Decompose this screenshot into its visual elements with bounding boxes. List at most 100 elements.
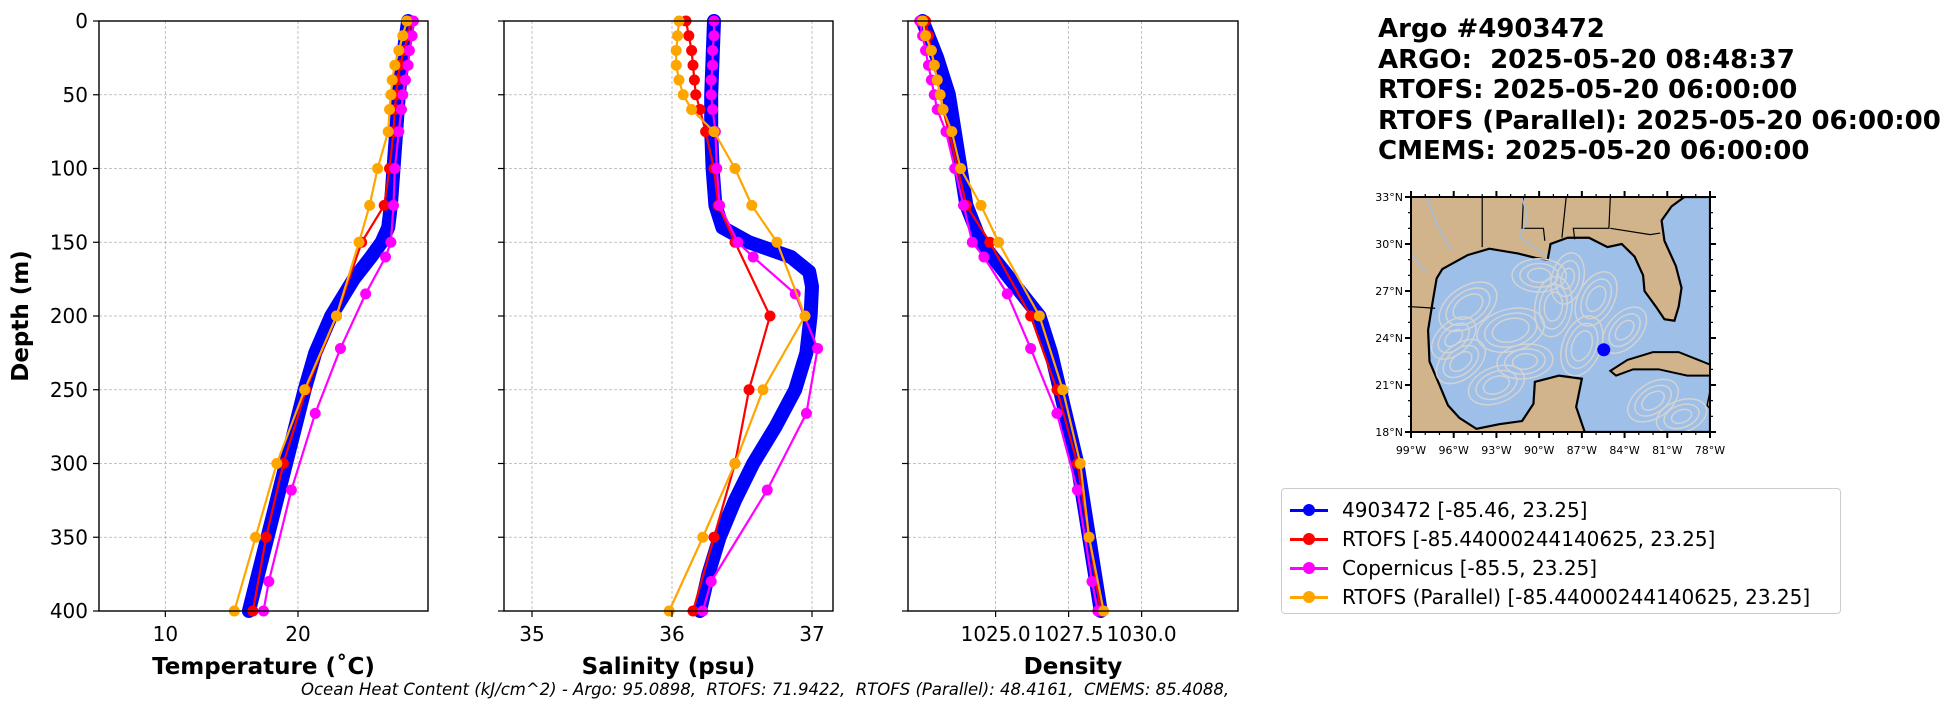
data-point-rtofs-parallel (1074, 458, 1086, 469)
data-point-copernicus (385, 236, 397, 248)
data-point-copernicus (406, 30, 418, 42)
y-tick-label: 100 (50, 157, 88, 181)
data-point-rtofs-parallel (937, 104, 949, 115)
current-swirl (1438, 281, 1498, 333)
data-point-rtofs-parallel (382, 126, 394, 138)
data-point-rtofs-parallel (934, 89, 946, 101)
map-lon-label: 87°W (1567, 444, 1597, 457)
map-lat-label: 30°N (1375, 238, 1403, 251)
x-tick-label: 37 (799, 622, 824, 646)
data-point-copernicus (714, 199, 726, 211)
x-tick-label: 10 (153, 622, 178, 646)
legend-item-copernicus: Copernicus [-85.5, 23.25] (1290, 553, 1832, 582)
data-point-rtofs-parallel (928, 59, 940, 71)
data-point-rtofs (743, 384, 755, 396)
data-point-rtofs-parallel (975, 199, 987, 211)
current-swirl (1570, 330, 1594, 362)
legend: 4903472 [-85.46, 23.25] RTOFS [-85.44000… (1281, 488, 1841, 614)
legend-swatch-copernicus (1290, 558, 1328, 578)
series-line-rtofs (684, 19, 772, 613)
data-point-copernicus (360, 288, 372, 300)
river (1518, 197, 1547, 256)
data-point-rtofs-parallel (670, 45, 682, 56)
data-point-rtofs (260, 531, 272, 543)
data-point-copernicus (334, 342, 346, 354)
axes-frame (98, 20, 429, 612)
ocean (1426, 197, 1710, 432)
data-point-rtofs (378, 199, 390, 211)
series-line-rtofs-parallel (233, 19, 408, 613)
map-lon-label: 93°W (1481, 444, 1511, 457)
current-swirl (1430, 316, 1477, 360)
argo-time: ARGO: 2025-05-20 08:48:37 (1378, 44, 1795, 75)
current-swirl (1641, 390, 1665, 411)
x-tick-label: 1030.0 (1107, 622, 1177, 646)
series-line-rtofs (251, 19, 412, 613)
x-axis-label: Density (1024, 654, 1123, 680)
y-axis-label: Depth (m) (8, 250, 34, 382)
data-point-rtofs-parallel (384, 104, 396, 115)
data-point-rtofs-parallel (708, 126, 720, 138)
data-point-rtofs-parallel (729, 458, 741, 469)
data-point-rtofs-parallel (1057, 384, 1069, 396)
current-swirl (1496, 343, 1554, 380)
y-tick-label: 150 (50, 230, 88, 254)
current-swirl (1452, 293, 1484, 321)
current-swirl (1634, 384, 1673, 417)
data-point-copernicus (732, 236, 744, 248)
x-tick-label: 35 (519, 622, 544, 646)
data-point-rtofs-parallel (299, 384, 311, 396)
data-point-copernicus (399, 74, 411, 86)
map-lon-label: 84°W (1609, 444, 1639, 457)
x-axis-label: Salinity (psu) (582, 654, 756, 680)
data-point-copernicus (707, 104, 719, 115)
data-point-copernicus (707, 45, 719, 56)
map-lat-label: 27°N (1375, 285, 1403, 298)
location-map: 99°W 96°W 93°W 90°W 87°W 84°W 81°W 78°W 33°N 30°N… (1375, 191, 1725, 457)
y-tick-label: 400 (50, 599, 88, 623)
legend-label-rtofs: RTOFS [-85.44000244140625, 23.25] (1342, 526, 1716, 551)
series-rtofs-parallel (228, 15, 413, 617)
data-point-rtofs-parallel (330, 310, 342, 322)
data-point-copernicus (389, 163, 401, 174)
cmems-time: CMEMS: 2025-05-20 06:00:00 (1378, 136, 1810, 166)
current-swirl (1663, 403, 1700, 430)
data-point-copernicus (388, 199, 400, 211)
y-tick-label: 0 (75, 9, 88, 33)
data-point-rtofs-parallel (729, 163, 741, 174)
x-tick-label: 1027.5 (1034, 622, 1104, 646)
panel-2: 35 36 37 Salinity (psu) (498, 14, 834, 680)
data-point-copernicus (708, 30, 720, 42)
data-point-rtofs-parallel (670, 59, 682, 71)
data-point-rtofs-parallel (771, 236, 783, 248)
map-lon-label: 90°W (1524, 444, 1554, 457)
panel-1: 0 50 100 150 200 250 300 350 400 10 20 Temperature … (8, 9, 429, 680)
data-point-rtofs-parallel (946, 126, 958, 138)
data-point-rtofs-parallel (385, 89, 397, 101)
legend-swatch-argo (1290, 500, 1328, 520)
series-line-rtofs-parallel (668, 19, 807, 613)
rtofs-parallel-time: RTOFS (Parallel): 2025-05-20 06:00:00 (1378, 105, 1941, 136)
state-border (1521, 197, 1546, 241)
data-point-copernicus (957, 199, 969, 211)
series-copernicus (697, 15, 824, 617)
data-point-copernicus (402, 59, 414, 71)
data-point-rtofs-parallel (746, 199, 758, 211)
y-tick-label: 350 (50, 525, 88, 549)
data-point-copernicus (397, 89, 409, 101)
current-swirl (1560, 267, 1576, 290)
data-point-rtofs-parallel (697, 531, 709, 543)
data-point-copernicus (800, 407, 812, 419)
data-point-copernicus (707, 59, 719, 71)
info-block: Argo #4903472 ARGO: 2025-05-20 08:48:37 RT… (1378, 14, 1941, 167)
data-point-copernicus (1086, 576, 1098, 587)
map-lat-label: 21°N (1375, 379, 1403, 392)
data-point-copernicus (285, 484, 297, 496)
data-point-rtofs-parallel (677, 89, 689, 101)
data-point-copernicus (403, 45, 415, 56)
data-point-rtofs (694, 104, 706, 115)
current-swirl (1503, 348, 1546, 375)
data-point-rtofs-parallel (955, 163, 967, 174)
legend-item-argo: 4903472 [-85.46, 23.25] (1290, 495, 1832, 524)
